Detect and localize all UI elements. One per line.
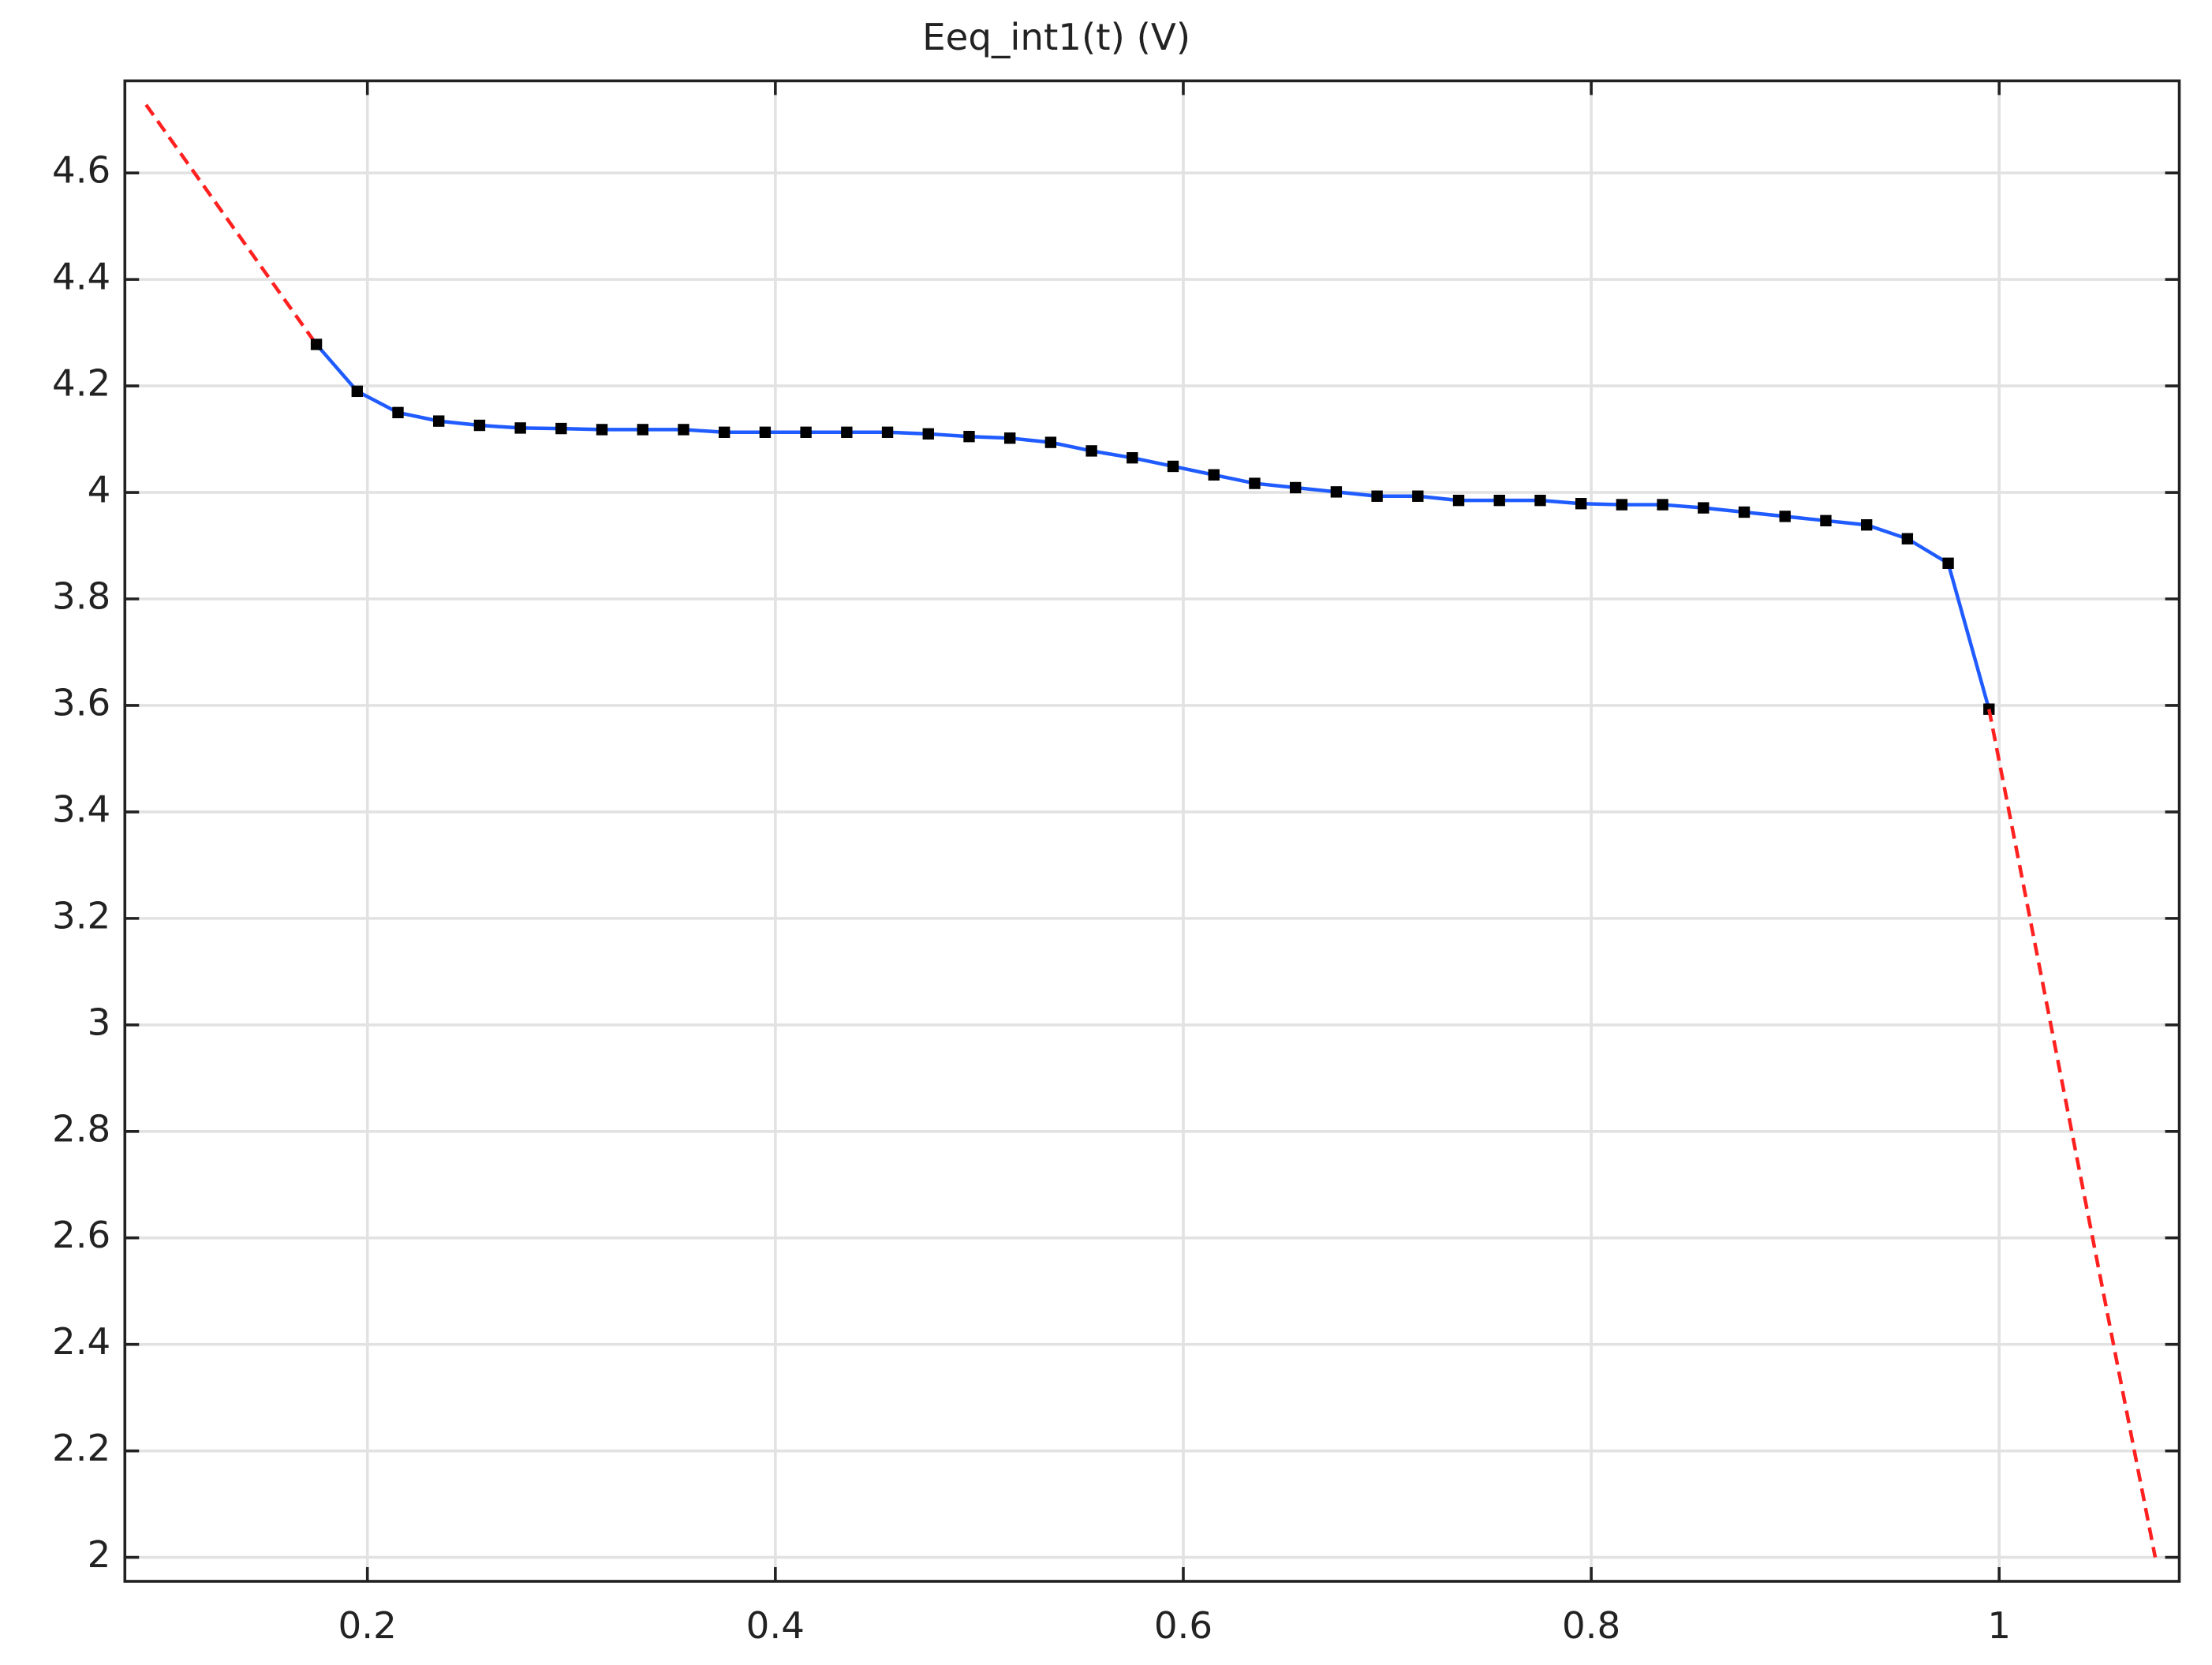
y-tick-label: 2.8 [52,1108,110,1151]
data-point [514,422,526,434]
y-tick-label: 3 [88,1001,111,1044]
y-tick-label: 4 [88,470,111,512]
x-tick-label: 0.4 [746,1605,805,1648]
data-point [841,426,853,438]
data-point [1779,511,1791,522]
chart-title: Eeq_int1(t) (V) [922,17,1190,59]
y-tick-label: 4.4 [52,256,110,299]
data-point [881,426,894,438]
data-point [1452,494,1465,507]
data-point [759,426,772,438]
y-tick-label: 2.2 [52,1427,110,1470]
y-tick-label: 3.8 [52,576,110,619]
series-line [1987,709,2158,1558]
data-point [1820,514,1832,526]
data-point [351,385,363,398]
data-point [800,426,812,438]
data-point [473,419,486,432]
data-point [433,415,445,427]
data-point [1942,557,1954,569]
data-point [678,424,689,436]
y-tick-label: 3.4 [52,788,110,831]
data-point [1738,506,1751,518]
data-point [1330,486,1343,498]
plot-frame [123,79,2181,1583]
y-tick-label: 3.2 [52,895,110,937]
data-point [1085,445,1097,457]
data-point [1983,703,1995,715]
x-tick-label: 0.2 [338,1605,397,1648]
data-point [1249,477,1261,489]
data-point [1698,502,1709,514]
data-point [1004,432,1016,444]
data-point [719,426,730,438]
y-tick-label: 4.6 [52,150,110,193]
y-tick-label: 3.6 [52,682,110,724]
data-point [1575,498,1587,510]
data-point [1289,481,1302,494]
data-point [1860,519,1873,531]
data-point [1371,490,1383,502]
series-line [315,342,1991,710]
series-line [144,103,318,346]
data-point [1167,460,1179,473]
y-tick-label: 2.4 [52,1321,110,1364]
data-point [1657,499,1668,511]
data-point [596,424,608,436]
data-point [1044,436,1057,448]
data-point [922,428,934,440]
data-point [1127,451,1138,464]
data-point [392,406,404,419]
y-tick-label: 2.6 [52,1214,110,1257]
data-point [310,339,323,350]
x-tick-label: 1 [1987,1605,2011,1648]
data-point [1616,499,1628,511]
data-point [1493,494,1505,507]
data-point [1901,533,1914,544]
data-point [1208,469,1220,481]
y-tick-label: 4.2 [52,363,110,406]
data-point [1412,490,1424,502]
data-point [637,424,648,436]
data-point [1534,494,1546,507]
data-point [555,422,567,435]
data-point [963,431,975,443]
x-tick-label: 0.8 [1562,1605,1620,1648]
x-tick-label: 0.6 [1154,1605,1212,1648]
y-tick-label: 2 [88,1534,111,1577]
